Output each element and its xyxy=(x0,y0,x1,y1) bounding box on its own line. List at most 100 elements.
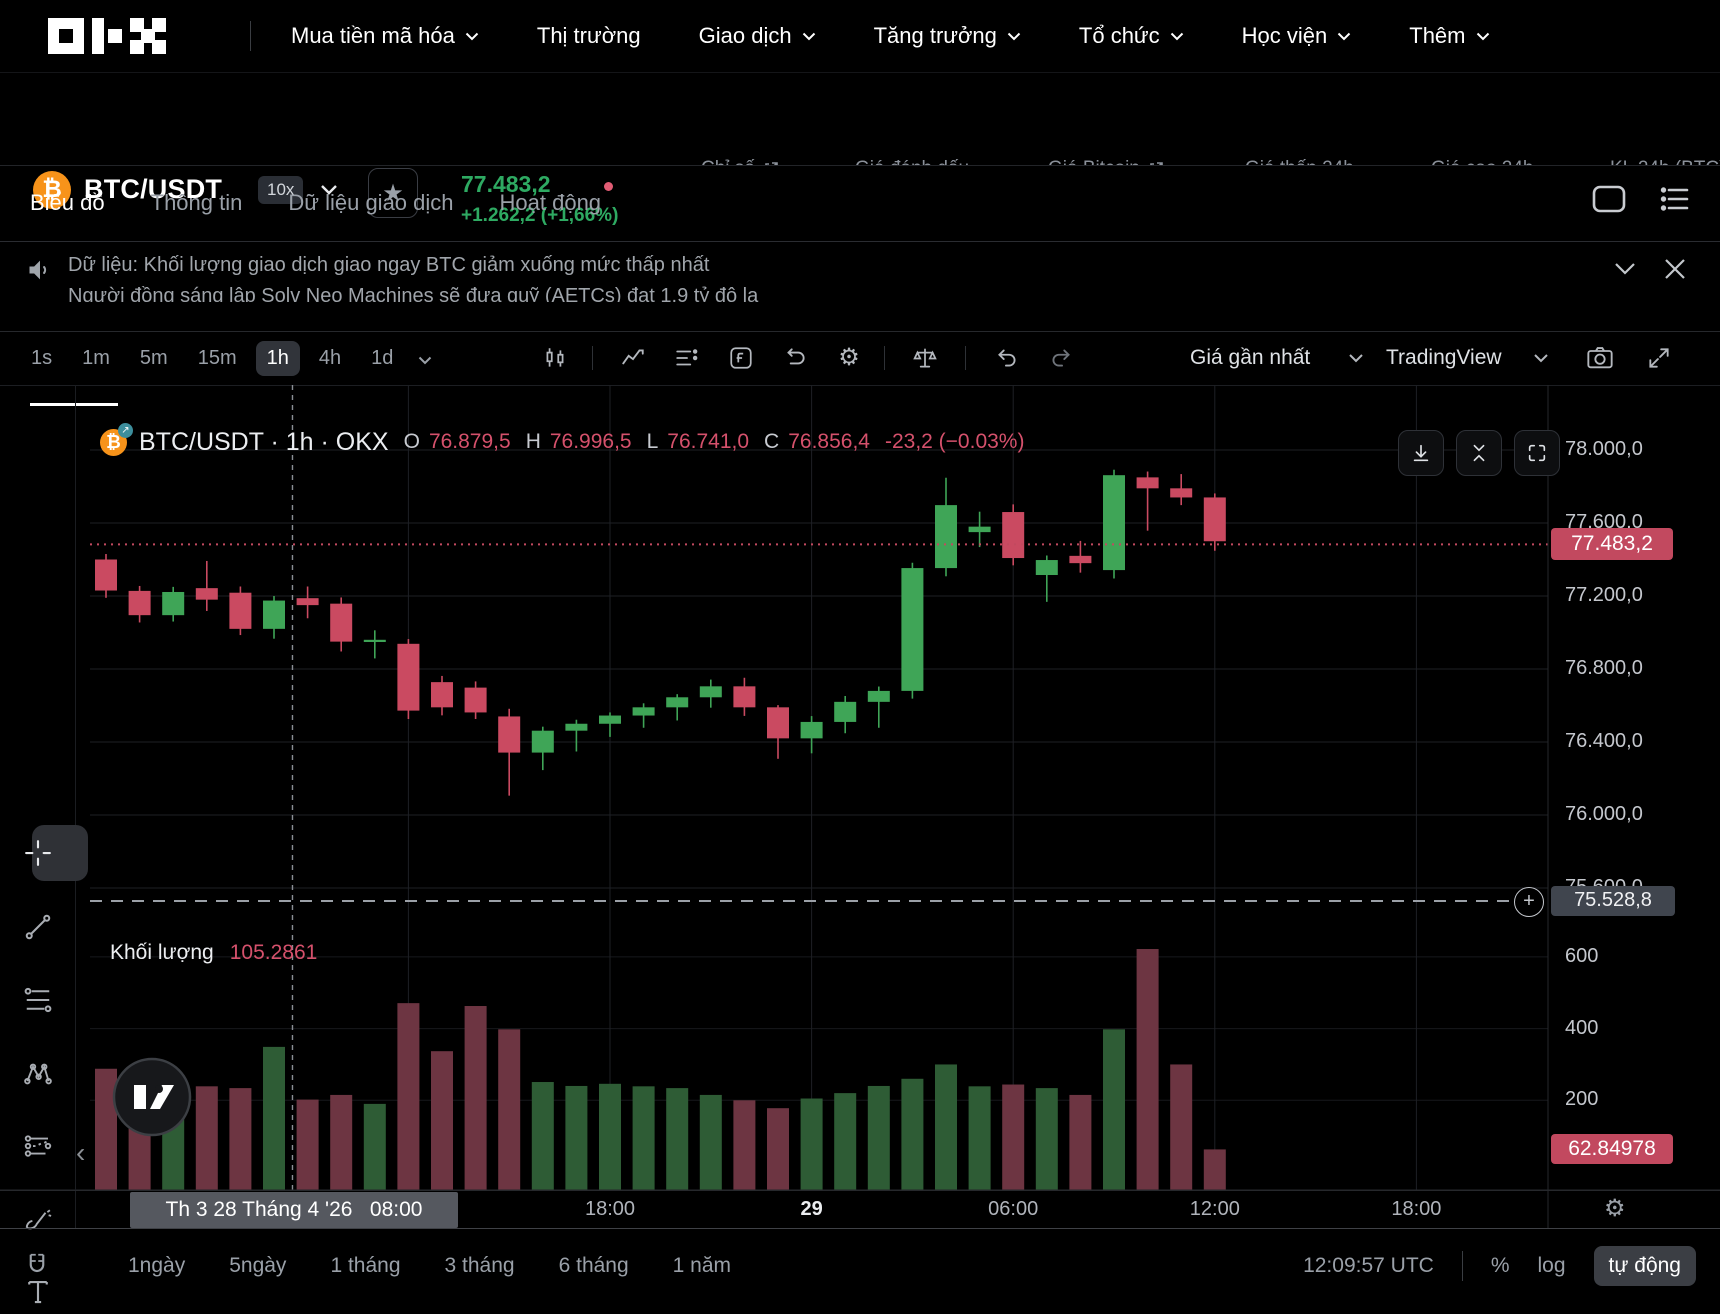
tab-label: Biểu đồ xyxy=(30,190,105,215)
tab-thông-tin[interactable]: Thông tin xyxy=(151,190,243,216)
legend-low-value: 76.741,0 xyxy=(667,430,750,453)
legend-open-value: 76.879,5 xyxy=(428,430,511,453)
redo-icon[interactable] xyxy=(1048,345,1074,371)
legend-symbol[interactable]: BTC/USDT · 1h · OKX xyxy=(139,427,389,456)
chart-settings-gear-icon[interactable]: ⚙ xyxy=(838,344,860,371)
chart-legend: ₿ ↗ BTC/USDT · 1h · OKX O 76.879,5 H 76.99… xyxy=(100,423,1030,457)
price-change-24h: +1.262,2 (+1,66%) xyxy=(461,205,619,226)
stat-label: Giá cao 24h xyxy=(1431,158,1533,165)
tab-hoạt-động[interactable]: Hoạt động xyxy=(500,182,614,216)
reset-scale-button[interactable] xyxy=(1514,430,1560,476)
time-label-29: 29 xyxy=(800,1198,823,1220)
legend-open-key: O xyxy=(403,430,420,453)
nav-item-thêm[interactable]: Thêm xyxy=(1409,23,1489,49)
trendline-tool[interactable] xyxy=(23,912,53,942)
auto-scale-toggle[interactable]: tự động xyxy=(1593,1246,1696,1286)
volume-title[interactable]: Khối lượng xyxy=(110,941,214,964)
range-3-tháng[interactable]: 3 tháng xyxy=(444,1254,515,1277)
nav-item-học-viện[interactable]: Học viện xyxy=(1242,23,1352,49)
price-mode-chevron-icon[interactable] xyxy=(1348,353,1374,379)
time-axis[interactable]: 18:00 29 06:00 12:00 18:00 Th 3 28 Tháng 4 '… xyxy=(0,1190,1720,1229)
news-close-icon[interactable] xyxy=(1664,258,1686,280)
display-settings-icon[interactable] xyxy=(674,345,700,371)
log-scale-toggle[interactable]: log xyxy=(1537,1254,1566,1277)
undo-icon[interactable] xyxy=(994,345,1020,371)
timeframe-4h[interactable]: 4h xyxy=(318,346,342,369)
timeframe-1d[interactable]: 1d xyxy=(371,346,394,369)
external-link-icon[interactable] xyxy=(1148,161,1164,165)
nav-item-mua-tiền-mã-hóa[interactable]: Mua tiền mã hóa xyxy=(291,23,479,49)
timeframe-1s[interactable]: 1s xyxy=(31,346,53,369)
stat-label-text: KL 24h (BTC) xyxy=(1610,158,1720,165)
range-6-tháng[interactable]: 6 tháng xyxy=(558,1254,629,1277)
stat-label-text: Giá cao 24h xyxy=(1431,158,1533,165)
crosshair-selected-bg xyxy=(32,825,88,881)
timeframe-1h[interactable]: 1h xyxy=(255,340,300,376)
range-5ngày[interactable]: 5ngày xyxy=(229,1254,287,1277)
stat-gi-nh-d-u: Giá đánh dấu77.486,3 xyxy=(855,72,1005,165)
indicators-icon[interactable] xyxy=(620,345,646,371)
timeframe-1m[interactable]: 1m xyxy=(82,346,110,369)
scroll-to-latest-button[interactable] xyxy=(1398,430,1444,476)
chart-style-candles-icon[interactable] xyxy=(542,345,568,371)
stat-kl-24h-btc-: KL 24h (BTC)4,75 N xyxy=(1610,72,1720,165)
legend-close-value: 76.856,4 xyxy=(788,430,870,453)
nav-item-label: Tăng trưởng xyxy=(873,23,997,48)
xabcd-pattern-tool[interactable] xyxy=(23,1058,53,1088)
axis-settings-gear-icon[interactable]: ⚙ xyxy=(1604,1195,1626,1222)
candlestick-chart[interactable] xyxy=(0,385,1720,1228)
crosshair-tool[interactable] xyxy=(23,825,88,881)
functions-icon[interactable] xyxy=(728,345,754,371)
nav-item-tăng-trưởng[interactable]: Tăng trưởng xyxy=(874,23,1021,49)
legend-high-value: 76.996,5 xyxy=(549,430,632,453)
chart-area[interactable]: ₿ ↗ BTC/USDT · 1h · OKX O 76.879,5 H 76.99… xyxy=(0,385,1720,1304)
list-settings-icon[interactable] xyxy=(1660,185,1690,213)
fib-retracement-tool[interactable] xyxy=(23,985,53,1015)
timeframe-5m[interactable]: 5m xyxy=(139,346,168,369)
star-icon: ★ xyxy=(382,179,404,207)
lower-price-label: 75.528,8 xyxy=(1551,885,1675,916)
news-line-1[interactable]: Dữ liệu: Khối lượng giao dịch giao ngay … xyxy=(68,254,710,276)
replay-icon[interactable] xyxy=(782,345,808,371)
add-alert-plus-icon[interactable]: + xyxy=(1514,886,1544,917)
pair-chevron-down-icon[interactable] xyxy=(320,184,338,196)
chevron-down-icon xyxy=(1007,32,1021,41)
stat-label-text: Giá thấp 24h xyxy=(1245,158,1354,165)
vendor-chevron-icon[interactable] xyxy=(1533,353,1559,379)
tradingview-logo[interactable] xyxy=(112,1057,192,1137)
vendor-selector[interactable]: TradingView xyxy=(1386,346,1502,369)
current-price-label: 77.483,2 xyxy=(1551,528,1673,561)
scroll-left-arrow[interactable]: ‹ xyxy=(76,1137,86,1168)
percent-scale-toggle[interactable]: % xyxy=(1490,1254,1510,1277)
news-line-2[interactable]: Người đồng sáng lập Solv Neo Machines sẽ… xyxy=(68,285,759,302)
news-collapse-chevron-icon[interactable] xyxy=(1614,262,1636,276)
price-tick-77200: 77.200,0 xyxy=(1565,584,1643,606)
utc-clock[interactable]: 12:09:57 UTC xyxy=(1303,1254,1434,1277)
range-1-năm[interactable]: 1 năm xyxy=(672,1254,732,1277)
favorite-star-button[interactable]: ★ xyxy=(368,168,418,218)
long-short-position-tool[interactable] xyxy=(23,1131,53,1161)
compare-scale-icon[interactable] xyxy=(912,345,938,371)
news-ticker: Dữ liệu: Khối lượng giao dịch giao ngay … xyxy=(0,242,1720,332)
magnet-icon[interactable] xyxy=(22,1251,52,1281)
news-headlines[interactable]: Dữ liệu: Khối lượng giao dịch giao ngay … xyxy=(68,250,1508,302)
panel-layout-icon[interactable] xyxy=(1592,185,1626,213)
okx-logo[interactable] xyxy=(33,16,183,56)
price-mode-selector[interactable]: Giá gần nhất xyxy=(1190,346,1311,369)
collapse-pane-button[interactable] xyxy=(1456,430,1502,476)
timeframe-15m[interactable]: 15m xyxy=(197,346,237,369)
fullscreen-icon[interactable] xyxy=(1646,345,1672,371)
pair-name[interactable]: BTC/USDT xyxy=(84,174,223,204)
tab-biểu-đồ[interactable]: Biểu đồ xyxy=(30,190,105,216)
external-link-icon[interactable] xyxy=(763,161,779,165)
nav-item-giao-dịch[interactable]: Giao dịch xyxy=(699,23,816,49)
snapshot-camera-icon[interactable] xyxy=(1586,345,1613,371)
text-tool[interactable] xyxy=(23,1277,53,1307)
timeframe-chevron-icon[interactable] xyxy=(418,356,432,365)
range-1-tháng[interactable]: 1 tháng xyxy=(330,1254,401,1277)
range-1ngày[interactable]: 1ngày xyxy=(128,1254,186,1277)
nav-item-label: Tổ chức xyxy=(1078,23,1160,48)
nav-item-tổ-chức[interactable]: Tổ chức xyxy=(1079,23,1184,49)
nav-item-thị-trường[interactable]: Thị trường xyxy=(537,23,641,49)
tab-dữ-liệu-giao-dịch[interactable]: Dữ liệu giao dịch xyxy=(288,190,453,216)
